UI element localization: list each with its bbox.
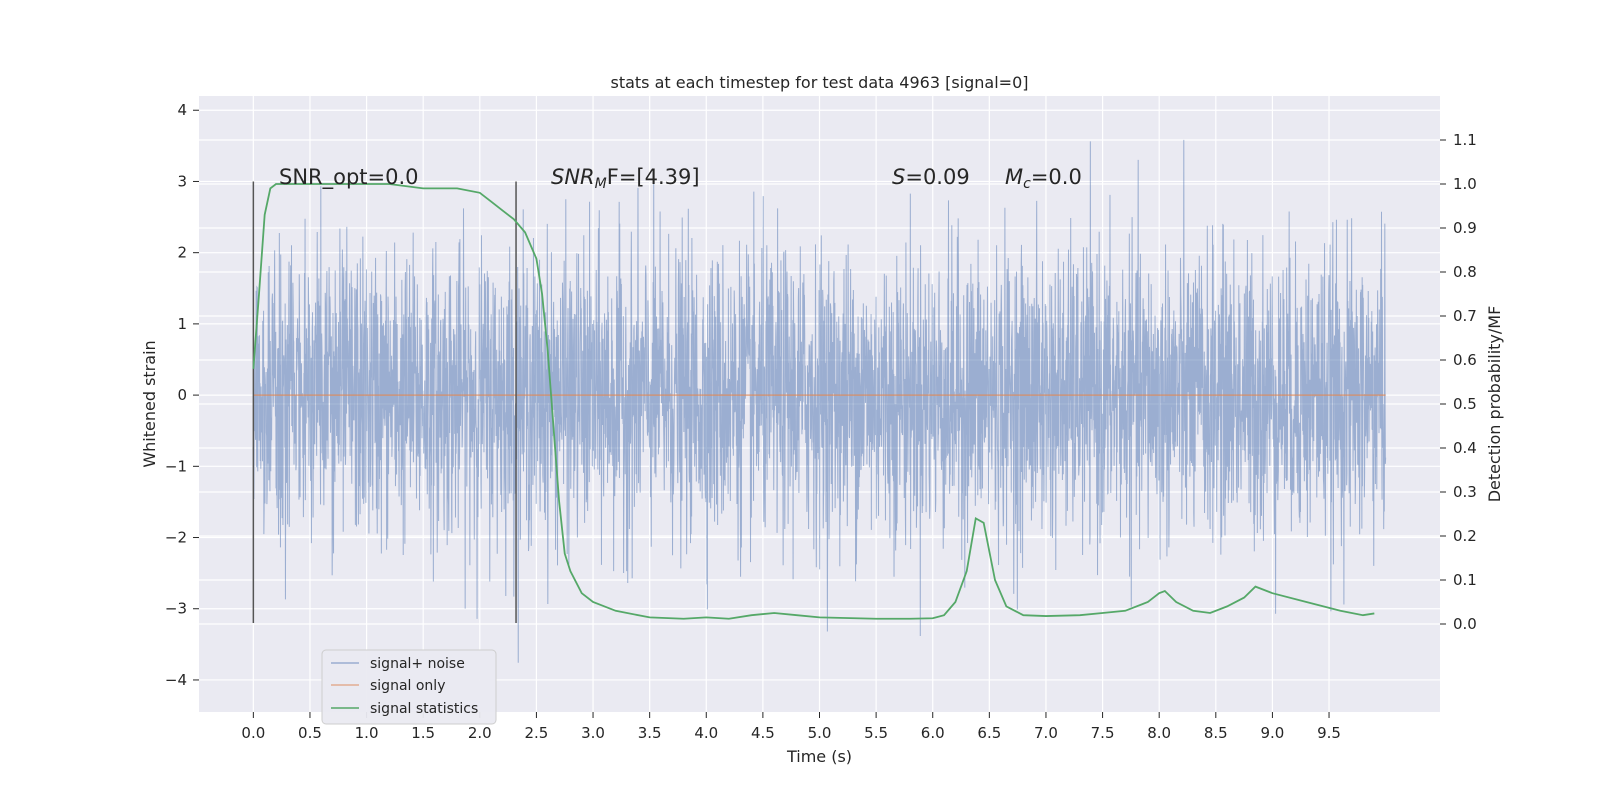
y-left-axis-label: Whitened strain <box>140 340 159 467</box>
y-left-tick-label: 3 <box>177 172 187 190</box>
x-tick-label: 3.0 <box>581 724 605 742</box>
y-left-axis-ticks: −4 −3 −2 −1 0 1 2 3 4 <box>165 101 199 689</box>
y-right-tick-label: 0.9 <box>1453 219 1477 237</box>
x-tick-label: 2.0 <box>468 724 492 742</box>
x-tick-label: 6.5 <box>977 724 1001 742</box>
y-left-tick-label: −4 <box>165 671 187 689</box>
x-axis-ticks: 0.0 0.5 1.0 1.5 2.0 2.5 3.0 3.5 4.0 4.5 5.0 5.5 6.0 6… <box>241 712 1341 742</box>
x-axis-label: Time (s) <box>786 747 852 766</box>
x-tick-label: 7.0 <box>1034 724 1058 742</box>
x-tick-label: 5.5 <box>864 724 888 742</box>
x-tick-label: 1.5 <box>411 724 435 742</box>
x-tick-label: 2.5 <box>524 724 548 742</box>
noise-series <box>252 139 1387 663</box>
annotation-mc: Mc=0.0 <box>1005 165 1082 192</box>
y-right-axis-ticks: 0.0 0.1 0.2 0.3 0.4 0.5 0.6 0.7 0.8 0.9 1.0 1.1 <box>1440 131 1477 633</box>
x-tick-label: 9.5 <box>1317 724 1341 742</box>
y-right-tick-label: 0.8 <box>1453 263 1477 281</box>
y-right-tick-label: 1.1 <box>1453 131 1477 149</box>
vertical-markers <box>252 181 517 623</box>
x-tick-label: 4.5 <box>751 724 775 742</box>
x-tick-label: 9.0 <box>1260 724 1284 742</box>
y-right-tick-label: 1.0 <box>1453 175 1477 193</box>
legend-box <box>321 649 497 725</box>
x-tick-label: 8.0 <box>1147 724 1171 742</box>
y-right-tick-label: 0.1 <box>1453 571 1477 589</box>
y-right-axis-label: Detection probability/MF <box>1485 306 1504 503</box>
x-tick-label: 0.0 <box>241 724 265 742</box>
annotation-snr-opt: SNR_opt=0.0 <box>279 165 419 190</box>
y-right-tick-label: 0.0 <box>1453 615 1477 633</box>
x-tick-label: 7.5 <box>1091 724 1115 742</box>
y-left-tick-label: 1 <box>177 315 187 333</box>
x-tick-label: 8.5 <box>1204 724 1228 742</box>
y-left-tick-label: −2 <box>165 529 187 547</box>
x-tick-label: 3.5 <box>638 724 662 742</box>
annotation-s: S=0.09 <box>892 165 970 189</box>
y-left-tick-label: −3 <box>165 600 187 618</box>
y-left-tick-label: −1 <box>165 457 187 475</box>
y-left-tick-label: 2 <box>177 244 187 262</box>
x-tick-label: 0.5 <box>298 724 322 742</box>
y-right-tick-label: 0.5 <box>1453 395 1477 413</box>
x-tick-label: 4.0 <box>694 724 718 742</box>
x-tick-label: 5.0 <box>808 724 832 742</box>
y-right-tick-label: 0.4 <box>1453 439 1477 457</box>
y-right-tick-label: 0.7 <box>1453 307 1477 325</box>
legend: signal+ noise signal only signal statist… <box>321 649 497 725</box>
legend-label-stats: signal statistics <box>370 701 478 717</box>
annotation-snr-mf: SNRMF=[4.39] <box>551 165 700 192</box>
signal-noise-line <box>252 139 1387 663</box>
signal-statistics-line <box>252 183 1375 620</box>
y-left-tick-label: 4 <box>177 101 187 119</box>
legend-label-signal: signal only <box>370 678 445 694</box>
signal-statistics-series <box>252 183 1375 620</box>
y-left-tick-label: 0 <box>177 386 187 404</box>
chart-title: stats at each timestep for test data 496… <box>610 73 1028 92</box>
y-right-tick-label: 0.3 <box>1453 483 1477 501</box>
x-tick-label: 1.0 <box>355 724 379 742</box>
y-right-tick-label: 0.6 <box>1453 351 1477 369</box>
legend-label-noise: signal+ noise <box>370 656 465 672</box>
x-tick-label: 6.0 <box>921 724 945 742</box>
y-right-tick-label: 0.2 <box>1453 527 1477 545</box>
